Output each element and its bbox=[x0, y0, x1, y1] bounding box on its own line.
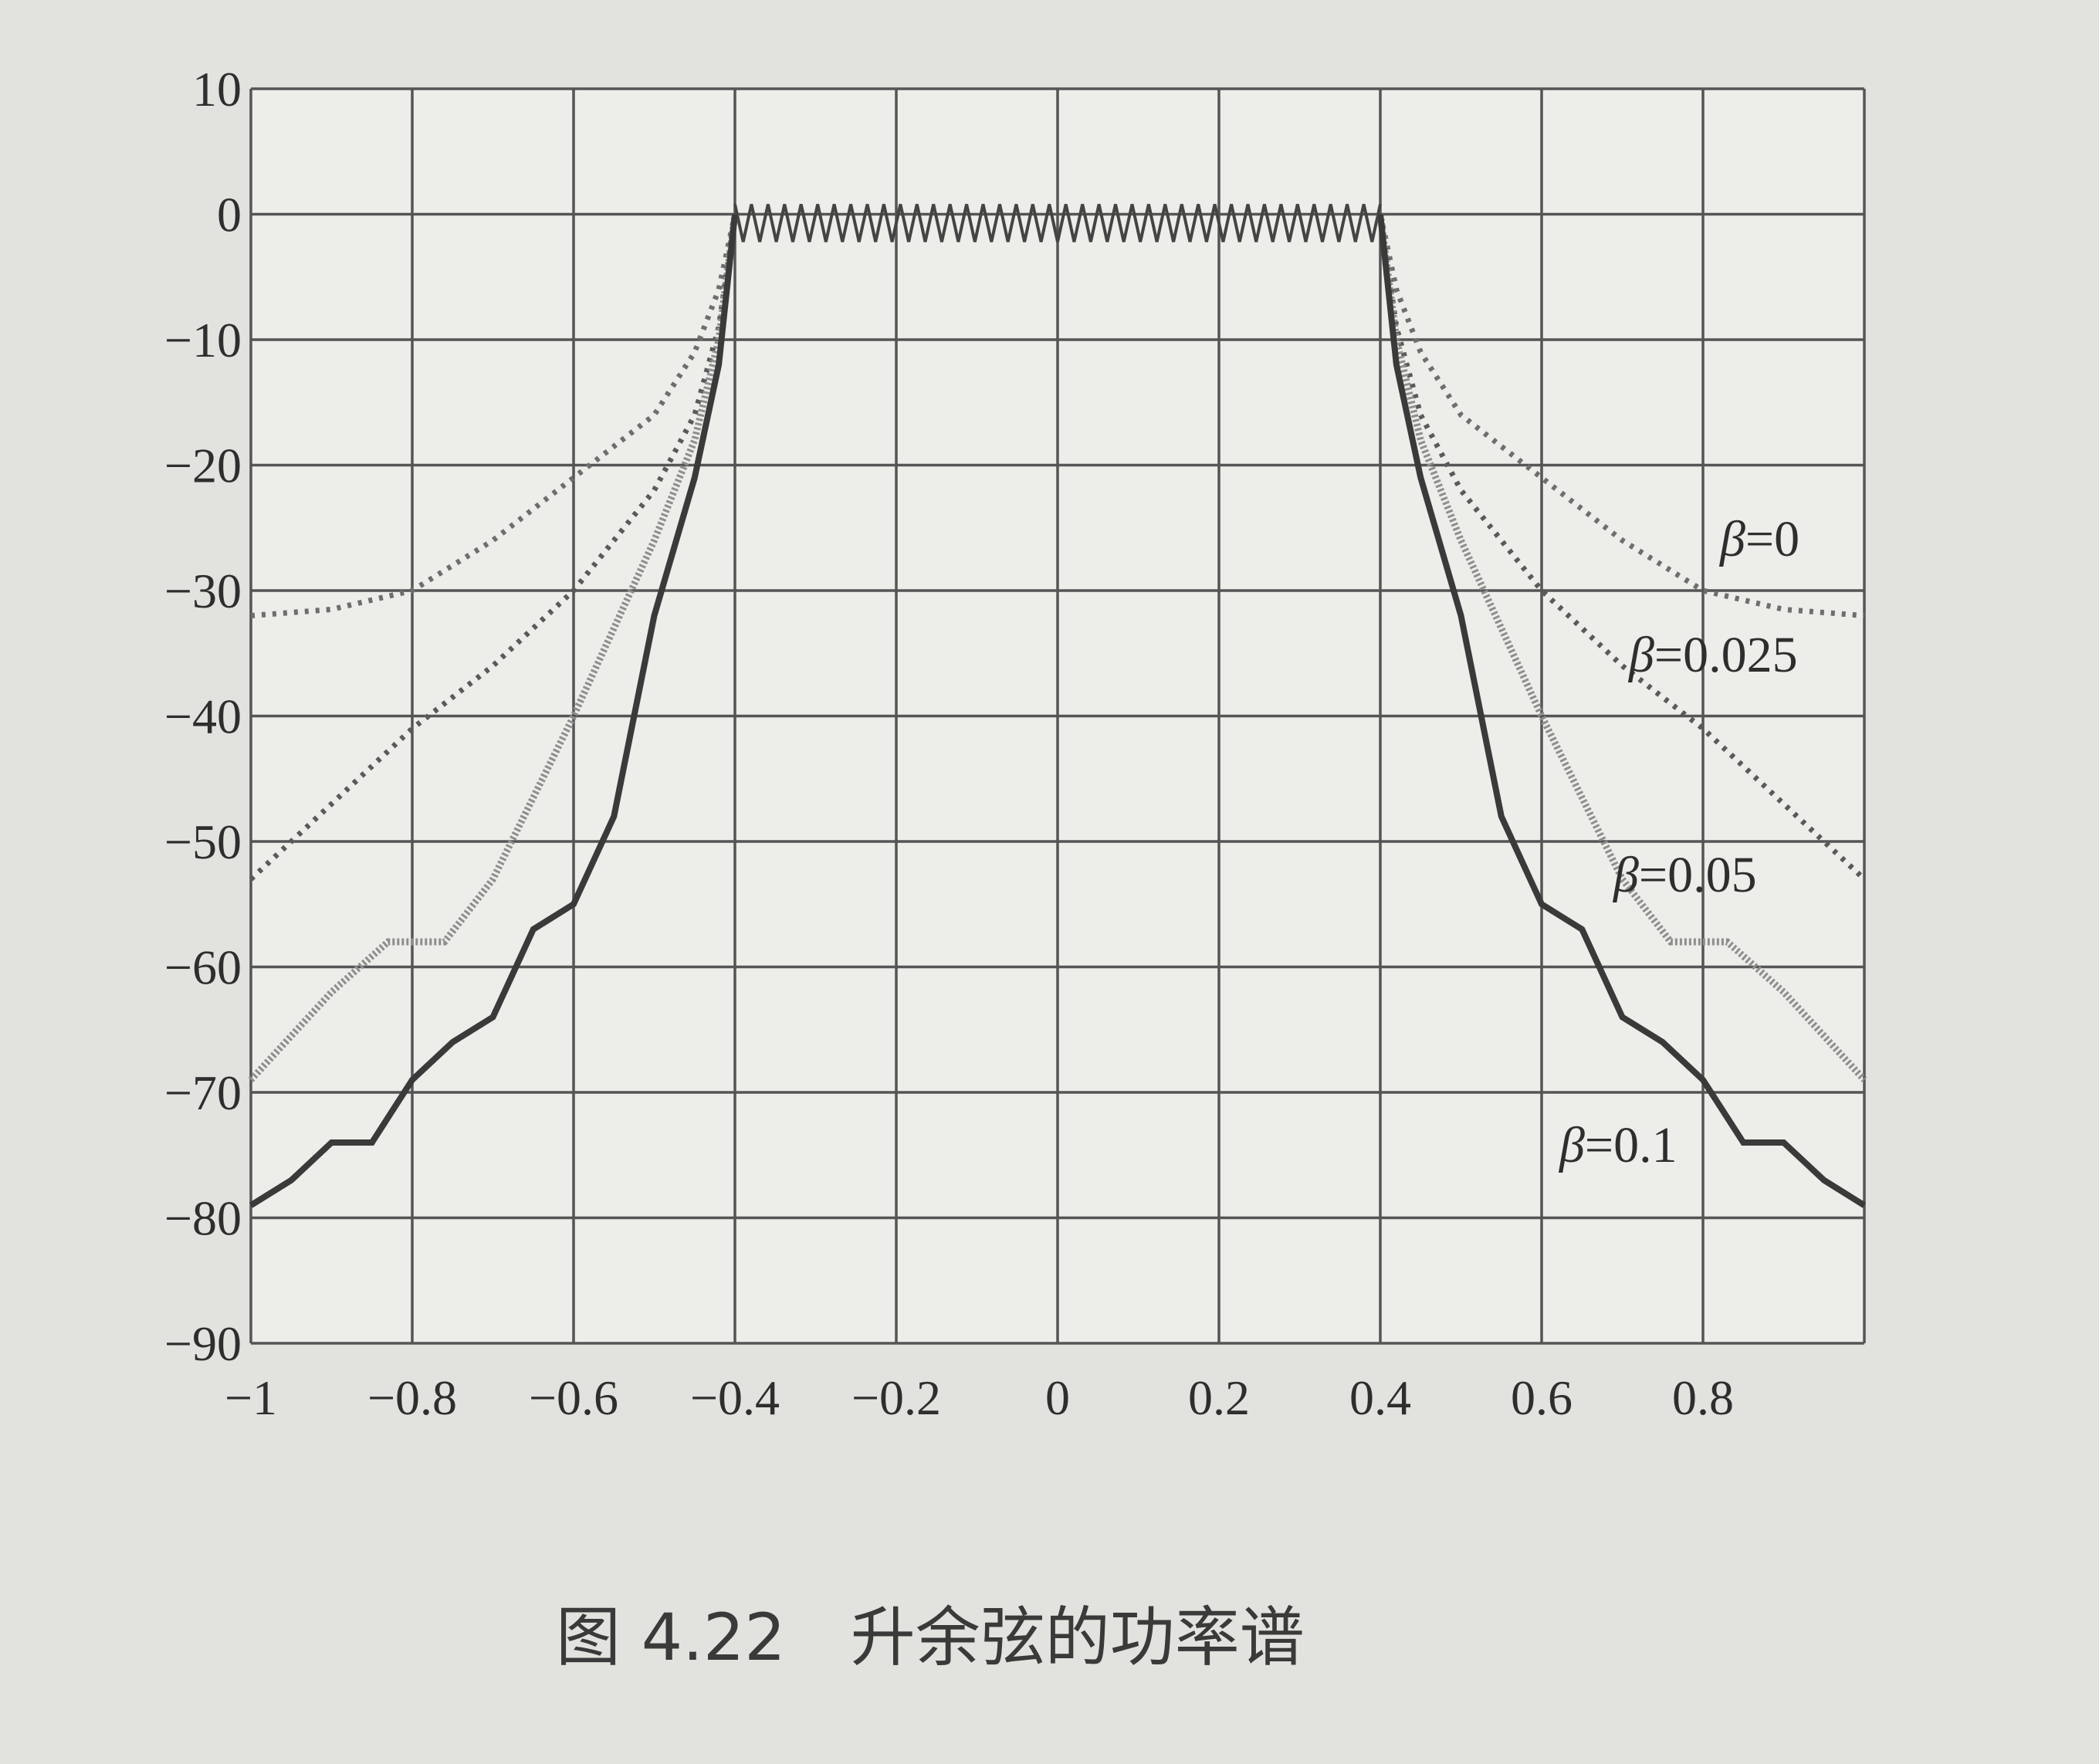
series-lines bbox=[248, 213, 1867, 1208]
legend-label: β=0.1 bbox=[1558, 1117, 1678, 1173]
passband-ripple-line bbox=[733, 204, 1382, 242]
x-tick-label: −0.8 bbox=[367, 1370, 457, 1425]
legend-symbol: β bbox=[1627, 627, 1654, 683]
x-tick-label: −1 bbox=[225, 1370, 277, 1425]
x-tick-label: −0.2 bbox=[851, 1370, 941, 1425]
y-tick-label: −40 bbox=[164, 689, 242, 744]
legend-value: =0.05 bbox=[1639, 847, 1757, 903]
x-tick-label: 0 bbox=[1045, 1370, 1070, 1425]
x-tick-label: −0.6 bbox=[529, 1370, 618, 1425]
y-tick-label: −50 bbox=[164, 814, 242, 869]
legend-symbol: β bbox=[1612, 847, 1639, 903]
y-tick-label: −60 bbox=[164, 940, 242, 995]
x-tick-label: 0.6 bbox=[1511, 1370, 1573, 1425]
series-line-3-left bbox=[249, 214, 738, 1208]
y-tick-label: −30 bbox=[164, 564, 242, 618]
x-tick-label: 0.2 bbox=[1188, 1370, 1250, 1425]
legend-label: β=0.025 bbox=[1627, 627, 1798, 683]
legend-value: =0.025 bbox=[1654, 627, 1798, 683]
y-tick-label: −20 bbox=[164, 438, 242, 493]
y-tick-label: −10 bbox=[164, 313, 242, 367]
series-line-1-left bbox=[249, 214, 738, 882]
series-line-0-right bbox=[1377, 213, 1865, 618]
tick-labels: −1 −0.8 −0.6 −0.4 −0.2 0 0.2 0.4 0.6 0.8 10 0 −10 −20… bbox=[164, 62, 1734, 1425]
legend-value: =0.1 bbox=[1585, 1117, 1678, 1173]
y-tick-label: 0 bbox=[217, 188, 242, 242]
y-tick-label: −90 bbox=[164, 1316, 242, 1371]
series-line-1-right bbox=[1377, 214, 1867, 882]
series-line-0-left bbox=[250, 213, 738, 618]
series-line-2-right bbox=[1376, 213, 1867, 1082]
figure-caption: 图 4.22 升余弦的功率谱 bbox=[556, 1600, 1305, 1675]
legend-symbol: β bbox=[1558, 1117, 1585, 1173]
x-tick-label: 0.4 bbox=[1349, 1370, 1411, 1425]
legend-label: β=0.05 bbox=[1612, 847, 1757, 903]
grid-lines bbox=[249, 87, 1866, 1345]
x-tick-label: 0.8 bbox=[1672, 1370, 1734, 1425]
y-tick-label: −70 bbox=[164, 1065, 242, 1120]
y-tick-label: 10 bbox=[192, 62, 242, 117]
legend-symbol: β bbox=[1718, 511, 1745, 567]
y-tick-label: −80 bbox=[164, 1191, 242, 1246]
series-line-3-right bbox=[1377, 214, 1867, 1208]
legend-value: =0 bbox=[1745, 511, 1799, 567]
legend-label: β=0 bbox=[1718, 511, 1799, 567]
passband-ripple bbox=[733, 204, 1382, 242]
x-tick-label: −0.4 bbox=[690, 1370, 780, 1425]
